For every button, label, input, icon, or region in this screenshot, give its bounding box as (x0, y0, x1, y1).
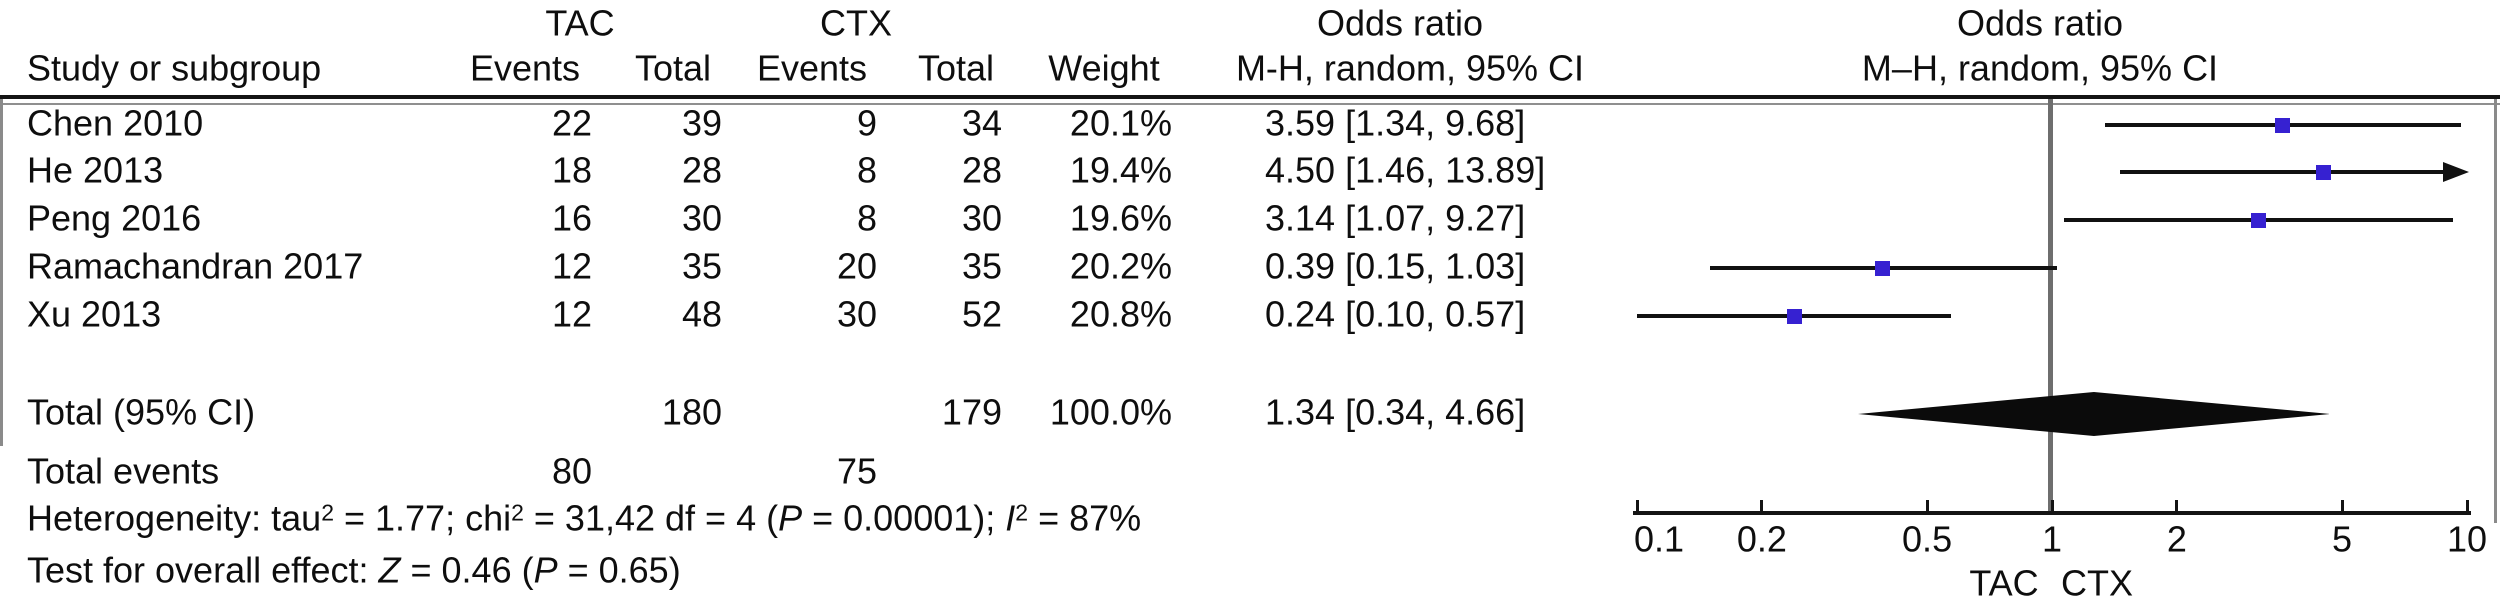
axis-tick-label: 0.2 (1736, 518, 1787, 560)
ctx-events-cell: 30 (836, 293, 877, 335)
total-events-label: Total events (27, 450, 220, 492)
column-group-header-odds-ratio-text: Odds ratio (1316, 2, 1484, 44)
tac-events-cell: 18 (551, 149, 592, 191)
column-header-mh-ci-text: M-H, random, 95% CI (1235, 47, 1585, 89)
axis-tick-label: 0.1 (1633, 518, 1685, 560)
ctx-total-cell: 34 (961, 102, 1002, 144)
or-ci-cell: 0.24 [0.10, 0.57] (1265, 293, 1526, 335)
ctx-total-cell: 52 (961, 293, 1002, 335)
ctx-total-cell: 28 (961, 149, 1002, 191)
table-left-border (0, 99, 3, 446)
weight-cell: 19.4% (1069, 149, 1172, 191)
total-ctx-total: 179 (941, 391, 1002, 433)
or-marker (1874, 260, 1890, 276)
ctx-total-cell: 35 (961, 245, 1002, 287)
total-or-ci: 1.34 [0.34, 4.66] (1265, 391, 1526, 433)
heterogeneity-line: Heterogeneity: tau2 = 1.77; chi2 = 31,42… (27, 497, 1142, 539)
header-rule-shadow (0, 103, 2500, 105)
overall-effect-line: Test for overall effect: Z = 0.46 (P = 0… (27, 549, 681, 591)
ci-arrow-right-icon (2443, 162, 2469, 182)
or-marker (1787, 308, 1803, 324)
weight-cell: 20.8% (1069, 293, 1172, 335)
study-label: Chen 2010 (27, 102, 204, 144)
favours-tac-label: TAC (1969, 562, 2039, 604)
favours-ctx-label: CTX (2061, 562, 2133, 604)
column-group-header-ctx: CTX (820, 2, 892, 44)
tac-events-cell: 12 (551, 245, 592, 287)
axis-tick (1925, 500, 1929, 514)
axis-tick (2465, 500, 2469, 514)
study-label: Ramachandran 2017 (27, 245, 364, 287)
ci-line (2120, 170, 2443, 174)
tac-total-cell: 39 (681, 102, 722, 144)
column-group-header-tac: TAC (545, 2, 615, 44)
or-ci-cell: 0.39 [0.15, 1.03] (1265, 245, 1526, 287)
column-header-ctx-total: Total (917, 47, 995, 89)
axis-tick-label: 5 (2332, 518, 2353, 560)
study-label: Peng 2016 (27, 197, 202, 239)
pooled-diamond (1857, 392, 2330, 436)
total-events-tac: 80 (551, 450, 592, 492)
tac-total-cell: 48 (681, 293, 722, 335)
ctx-events-cell: 20 (836, 245, 877, 287)
axis-tick-label: 1 (2041, 518, 2063, 560)
axis-tick (2340, 500, 2344, 514)
ctx-total-cell: 30 (961, 197, 1002, 239)
tac-total-cell: 35 (681, 245, 722, 287)
header-rule (0, 95, 2500, 99)
axis-tick (1635, 500, 1639, 514)
or-ci-cell: 3.14 [1.07, 9.27] (1265, 197, 1526, 239)
axis-tick-label: 10 (2446, 518, 2488, 560)
ctx-events-cell: 8 (856, 197, 877, 239)
weight-cell: 20.2% (1069, 245, 1172, 287)
weight-cell: 19.6% (1069, 197, 1172, 239)
column-group-header-odds-ratio-plot: Odds ratio (1956, 2, 2124, 44)
or-marker (2315, 164, 2331, 180)
or-marker (2250, 212, 2266, 228)
axis-tick (2175, 500, 2179, 514)
axis-tick (1760, 500, 1764, 514)
axis-tick-label: 2 (2166, 518, 2187, 560)
column-header-tac-total: Total (634, 47, 712, 89)
ctx-events-cell: 8 (856, 149, 877, 191)
axis-tick-label: 0.5 (1902, 518, 1953, 560)
tac-events-cell: 12 (551, 293, 592, 335)
weight-cell: 20.1% (1069, 102, 1172, 144)
ctx-events-cell: 9 (856, 102, 877, 144)
total-weight: 100.0% (1049, 391, 1172, 433)
tac-total-cell: 28 (681, 149, 722, 191)
total-tac-total: 180 (661, 391, 722, 433)
tac-events-cell: 22 (551, 102, 592, 144)
tac-total-cell: 30 (681, 197, 722, 239)
column-header-study: Study or subgroup (27, 47, 322, 89)
total-label: Total (95% CI) (27, 391, 256, 433)
column-header-tac-events: Events (469, 47, 581, 89)
table-right-border (2494, 99, 2497, 523)
column-header-weight: Weight (1048, 47, 1160, 89)
column-header-ctx-events: Events (756, 47, 868, 89)
or-marker (2274, 117, 2290, 133)
study-label: He 2013 (27, 149, 164, 191)
axis-tick (2050, 500, 2054, 514)
study-label: Xu 2013 (27, 293, 162, 335)
tac-events-cell: 16 (551, 197, 592, 239)
column-header-mh-ci-plot: M–H, random, 95% CI (1861, 47, 2219, 89)
total-events-ctx: 75 (836, 450, 877, 492)
or-ci-cell: 3.59 [1.34, 9.68] (1265, 102, 1526, 144)
null-effect-line (2048, 99, 2053, 513)
or-ci-cell: 4.50 [1.46, 13.89] (1265, 149, 1546, 191)
